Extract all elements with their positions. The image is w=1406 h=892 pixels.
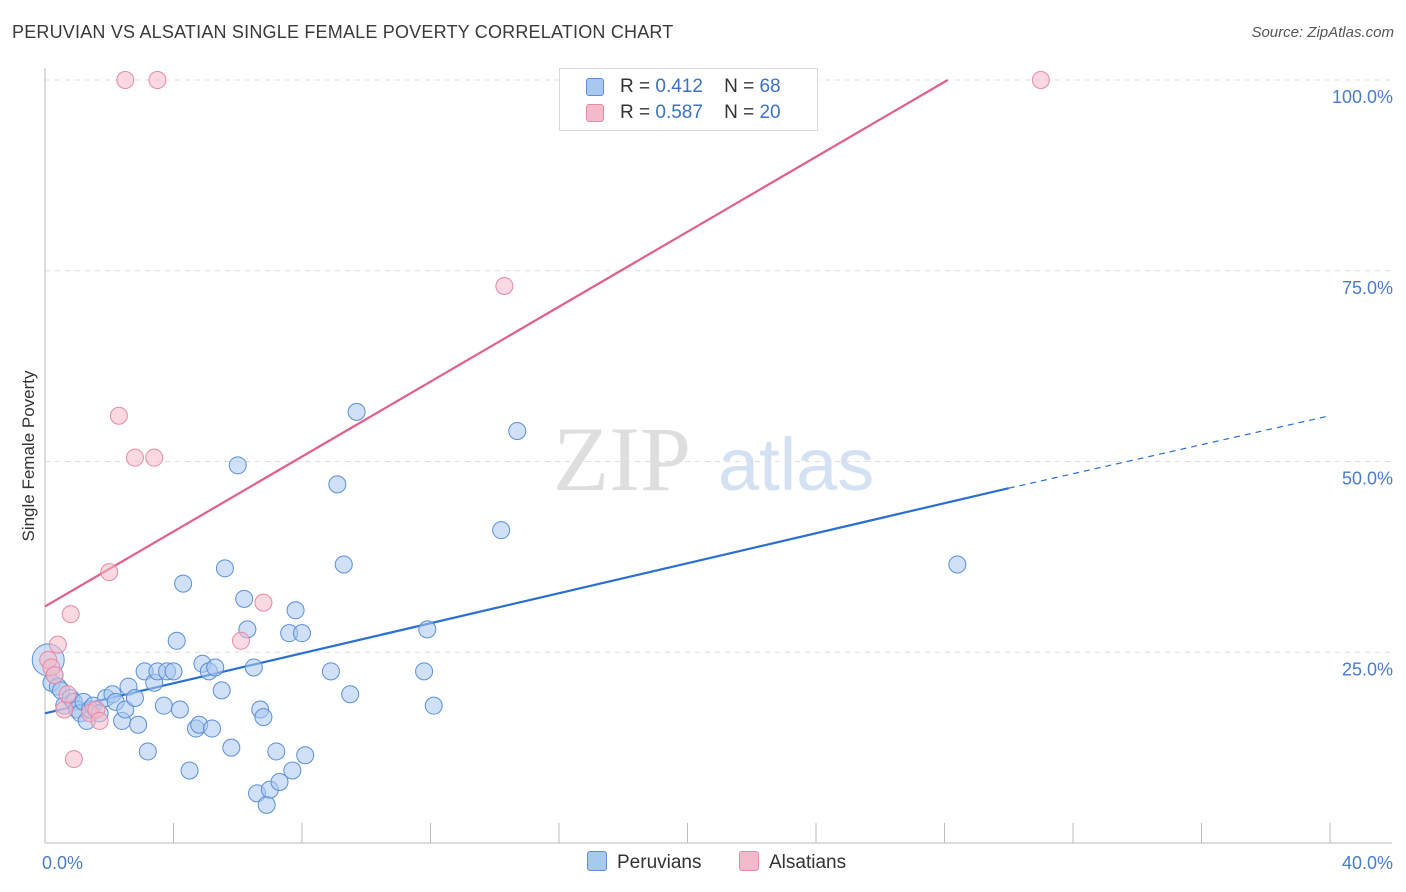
data-point bbox=[347, 402, 366, 421]
watermark: ZIP atlas bbox=[553, 408, 874, 510]
data-point bbox=[293, 624, 311, 643]
data-point bbox=[254, 708, 273, 727]
alsatian-swatch bbox=[739, 851, 759, 871]
data-point bbox=[167, 631, 186, 650]
peruvians-label: Peruvians bbox=[617, 852, 702, 873]
data-point bbox=[64, 750, 83, 769]
tick-labels: 25.0% 50.0% 75.0% 100.0% 0.0% 40.0% bbox=[42, 87, 1393, 873]
data-point bbox=[164, 662, 183, 681]
data-point bbox=[296, 746, 315, 765]
data-point bbox=[55, 700, 74, 719]
data-point bbox=[125, 448, 144, 467]
legend-n-value: 20 bbox=[759, 102, 781, 123]
data-point bbox=[424, 696, 443, 715]
data-point bbox=[206, 658, 225, 677]
watermark-atlas: atlas bbox=[718, 423, 874, 506]
data-point bbox=[321, 662, 340, 681]
watermark-zip: ZIP bbox=[553, 408, 691, 510]
legend-n-label: N = bbox=[724, 76, 755, 97]
alsatians-label: Alsatians bbox=[769, 852, 847, 873]
data-point bbox=[145, 448, 164, 467]
data-point bbox=[254, 593, 273, 612]
data-point bbox=[415, 662, 434, 681]
data-point bbox=[212, 681, 231, 700]
data-point bbox=[1031, 71, 1050, 89]
data-point bbox=[174, 574, 193, 593]
peruvian-swatch bbox=[587, 851, 607, 871]
data-point bbox=[125, 689, 144, 708]
data-point bbox=[170, 700, 189, 719]
data-point bbox=[180, 761, 199, 780]
data-point bbox=[215, 559, 234, 578]
alsatian-swatch bbox=[586, 104, 604, 122]
data-point bbox=[270, 772, 289, 791]
data-point bbox=[228, 456, 247, 475]
legend-n-label: N = bbox=[724, 102, 755, 123]
y-tick-label: 25.0% bbox=[1342, 659, 1393, 679]
data-point bbox=[235, 589, 254, 608]
data-point bbox=[492, 521, 511, 540]
data-point bbox=[61, 605, 80, 624]
axes bbox=[44, 68, 1392, 844]
chart-title: PERUVIAN VS ALSATIAN SINGLE FEMALE POVER… bbox=[12, 22, 674, 42]
legend-n-value: 68 bbox=[759, 76, 781, 97]
source-label: Source: ZipAtlas.com bbox=[1251, 24, 1394, 41]
y-axis-label: Single Female Poverty bbox=[19, 370, 38, 542]
alsatian-points bbox=[39, 71, 1050, 769]
data-point bbox=[508, 421, 527, 440]
gridlines bbox=[45, 79, 1392, 653]
data-point bbox=[58, 685, 77, 704]
data-point bbox=[116, 71, 135, 89]
data-point bbox=[283, 761, 302, 780]
legend-r-label: R = bbox=[620, 76, 651, 97]
trend-line-alsatians bbox=[44, 79, 949, 608]
bottom-legend-alsatians: Alsatians bbox=[739, 851, 846, 874]
x-tick-label: 40.0% bbox=[1342, 853, 1393, 873]
trend-lines bbox=[44, 79, 1331, 715]
legend-r-label: R = bbox=[620, 102, 651, 123]
stats-legend: R = 0.412 N = 68 R = 0.587 N = 20 bbox=[559, 68, 818, 131]
data-point bbox=[267, 742, 286, 761]
data-point bbox=[418, 620, 437, 639]
peruvian-swatch bbox=[586, 78, 604, 96]
data-point bbox=[222, 738, 241, 757]
data-point bbox=[90, 711, 109, 730]
data-point bbox=[334, 555, 353, 574]
data-point bbox=[148, 71, 167, 89]
data-point bbox=[203, 719, 222, 738]
data-point bbox=[341, 685, 360, 704]
data-point bbox=[109, 406, 128, 425]
data-point bbox=[244, 658, 263, 677]
y-tick-label: 50.0% bbox=[1342, 469, 1393, 489]
data-point bbox=[138, 742, 157, 761]
data-point bbox=[45, 666, 64, 685]
data-point bbox=[948, 555, 967, 574]
data-point bbox=[48, 635, 67, 654]
trend-line-extension bbox=[1008, 415, 1331, 489]
data-point bbox=[231, 631, 250, 650]
data-point bbox=[495, 277, 514, 296]
data-point bbox=[257, 795, 276, 814]
y-tick-label: 100.0% bbox=[1332, 87, 1393, 107]
data-point bbox=[286, 601, 305, 620]
y-tick-label: 75.0% bbox=[1342, 278, 1393, 298]
legend-r-value: 0.412 bbox=[655, 76, 703, 97]
data-point bbox=[328, 475, 347, 494]
bottom-legend-peruvians: Peruvians bbox=[587, 851, 702, 874]
data-point bbox=[129, 715, 148, 734]
data-point bbox=[100, 563, 119, 582]
data-point bbox=[154, 696, 173, 715]
legend-r-value: 0.587 bbox=[655, 102, 703, 123]
x-tick-label: 0.0% bbox=[42, 853, 83, 873]
